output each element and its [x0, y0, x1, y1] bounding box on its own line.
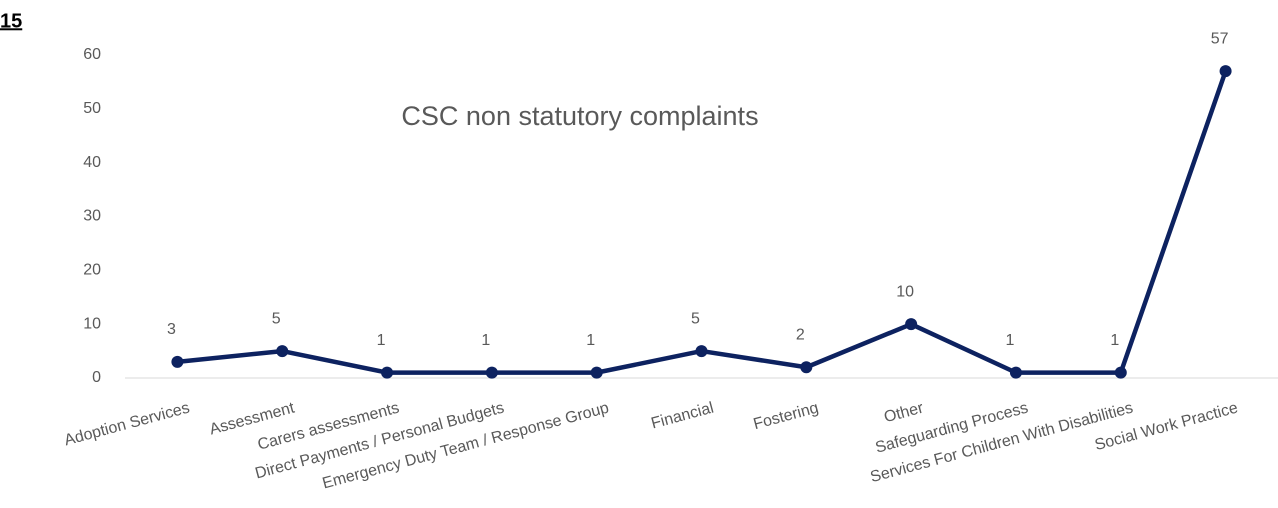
y-tick-label: 60 — [83, 46, 101, 63]
point — [485, 366, 498, 379]
point — [1219, 65, 1232, 78]
point — [905, 318, 918, 331]
x-tick-label: Fostering — [752, 400, 821, 434]
point — [800, 361, 813, 374]
data-label: 1 — [1110, 332, 1119, 349]
data-label: 1 — [586, 332, 595, 349]
x-tick-label: Other — [882, 399, 926, 426]
point — [1009, 366, 1022, 379]
x-tick-label: Adoption Services — [63, 400, 192, 450]
data-label: 2 — [796, 326, 805, 343]
data-label: 10 — [896, 283, 914, 300]
data-label: 3 — [167, 321, 176, 338]
point — [695, 345, 708, 358]
y-tick-label: 50 — [83, 100, 101, 117]
data-label: 5 — [691, 310, 700, 327]
data-label: 1 — [481, 332, 490, 349]
point — [381, 366, 394, 379]
data-label: 1 — [1006, 332, 1015, 349]
point — [276, 345, 289, 358]
y-tick-label: 10 — [83, 315, 101, 332]
chart-title: CSC non statutory complaints — [401, 101, 758, 131]
y-tick-label: 40 — [83, 154, 101, 171]
x-tick-label: Financial — [649, 400, 715, 433]
point — [171, 355, 184, 368]
y-tick-label: 20 — [83, 262, 101, 279]
point — [590, 366, 603, 379]
point — [1114, 366, 1127, 379]
y-tick-label: 30 — [83, 208, 101, 225]
data-label: 5 — [272, 310, 281, 327]
corner-label: 15 — [0, 10, 22, 32]
data-label: 1 — [377, 332, 386, 349]
data-label: 57 — [1211, 30, 1229, 47]
y-tick-label: 0 — [92, 369, 101, 386]
